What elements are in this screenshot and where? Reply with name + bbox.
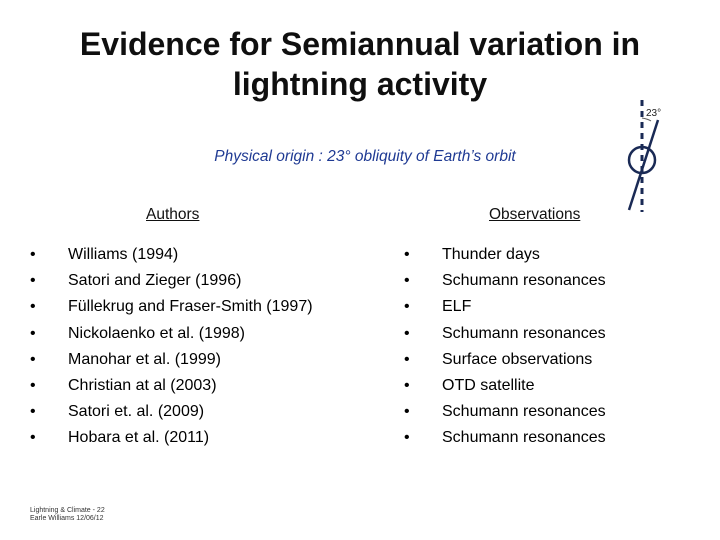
- bullet: •: [30, 403, 36, 421]
- author-citation: Satori and Zieger (1996): [68, 272, 242, 290]
- author-citation: Manohar et al. (1999): [68, 350, 221, 368]
- bullet: •: [30, 272, 36, 290]
- bullet: •: [404, 324, 410, 342]
- slide-title: Evidence for Semiannual variation in lig…: [40, 24, 680, 104]
- list-item: • Schumann resonances: [404, 425, 704, 451]
- list-item: • Thunder days: [404, 242, 704, 268]
- bullet: •: [404, 298, 410, 316]
- observation-type: Schumann resonances: [442, 403, 606, 421]
- author-citation: Christian at al (2003): [68, 377, 217, 395]
- observations-header: Observations: [489, 206, 581, 223]
- observation-type: Schumann resonances: [442, 324, 606, 342]
- observation-type: Surface observations: [442, 350, 593, 368]
- author-citation: Williams (1994): [68, 246, 179, 263]
- bullet: •: [404, 403, 410, 421]
- list-item: • Surface observations: [404, 347, 704, 373]
- footer-line-2: Earle Williams 12/06/12: [30, 515, 104, 522]
- observation-type: Schumann resonances: [442, 272, 606, 290]
- list-item: • Schumann resonances: [404, 321, 704, 347]
- bullet: •: [30, 377, 36, 395]
- list-item: • Manohar et al. (1999): [30, 347, 370, 373]
- observation-type: Thunder days: [442, 246, 540, 263]
- footer-line-1: Lightning & Climate - 22: [30, 507, 105, 514]
- authors-header: Authors: [146, 206, 200, 223]
- bullet: •: [30, 429, 36, 447]
- list-item: • OTD satellite: [404, 373, 704, 399]
- observation-type: Schumann resonances: [442, 429, 606, 447]
- slide-subtitle: Physical origin : 23° obliquity of Earth…: [214, 148, 516, 165]
- angle-arc: [641, 117, 652, 122]
- author-citation: Nickolaenko et al. (1998): [68, 324, 245, 342]
- list-item: • Nickolaenko et al. (1998): [30, 321, 370, 347]
- bullet: •: [30, 324, 36, 342]
- observation-type: OTD satellite: [442, 377, 535, 395]
- list-item: • Hobara et al. (2011): [30, 425, 370, 451]
- author-citation: Füllekrug and Fraser-Smith (1997): [68, 298, 313, 316]
- bullet: •: [404, 246, 410, 263]
- slide-footer: Lightning & Climate - 22 Earle Williams …: [30, 507, 105, 523]
- author-citation: Hobara et al. (2011): [68, 429, 210, 447]
- list-item: • Füllekrug and Fraser-Smith (1997): [30, 294, 370, 320]
- list-item: • Williams (1994): [30, 242, 370, 268]
- list-item: • Satori and Zieger (1996): [30, 268, 370, 294]
- tilted-rotation-axis: [627, 119, 660, 211]
- list-item: • Satori et. al. (2009): [30, 399, 370, 425]
- bullet: •: [30, 246, 36, 263]
- bullet: •: [30, 350, 36, 368]
- bullet: •: [404, 429, 410, 447]
- list-item: • Christian at al (2003): [30, 373, 370, 399]
- observation-type: ELF: [442, 298, 472, 316]
- title-line-2: lightning activity: [232, 66, 488, 102]
- obliquity-angle-label: 23°: [646, 108, 662, 119]
- list-item: • ELF: [404, 294, 704, 320]
- list-item: • Schumann resonances: [404, 399, 704, 425]
- list-item: • Schumann resonances: [404, 268, 704, 294]
- authors-list: • Williams (1994) • Satori and Zieger (199…: [30, 242, 370, 452]
- earth-obliquity-diagram: [627, 100, 660, 212]
- bullet: •: [30, 298, 36, 316]
- bullet: •: [404, 377, 410, 395]
- title-line-1: Evidence for Semiannual variation in: [79, 26, 641, 62]
- bullet: •: [404, 350, 410, 368]
- bullet: •: [404, 272, 410, 290]
- author-citation: Satori et. al. (2009): [68, 403, 205, 421]
- observations-list: • Thunder days • Schumann resonances • ELF …: [404, 242, 704, 452]
